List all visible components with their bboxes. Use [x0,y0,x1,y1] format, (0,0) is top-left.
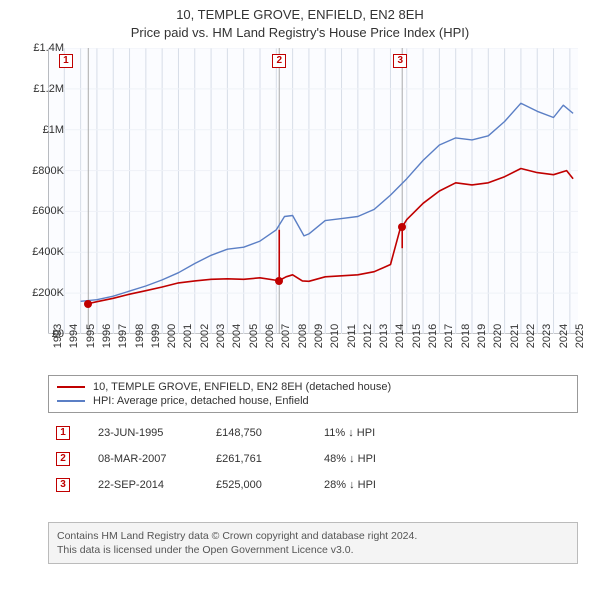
transaction-date: 23-JUN-1995 [98,427,188,439]
x-tick-label: 2009 [313,324,325,348]
x-tick-label: 2016 [427,324,439,348]
footer-line-2: This data is licensed under the Open Gov… [57,543,569,557]
y-tick-label: £800K [32,165,64,177]
transaction-dot [275,277,283,285]
y-tick-label: £1.4M [33,42,64,54]
transaction-date: 22-SEP-2014 [98,479,188,491]
x-tick-label: 2007 [280,324,292,348]
series-hpi [81,103,573,301]
x-tick-label: 2010 [329,324,341,348]
x-tick-label: 1996 [101,324,113,348]
x-tick-label: 2022 [525,324,537,348]
x-tick-label: 2004 [231,324,243,348]
title-line-1: 10, TEMPLE GROVE, ENFIELD, EN2 8EH [0,6,600,24]
legend-item: HPI: Average price, detached house, Enfi… [57,394,569,408]
transaction-price: £525,000 [216,479,296,491]
x-tick-label: 2021 [509,324,521,348]
transaction-diff: 28% ↓ HPI [324,479,414,491]
x-tick-label: 2005 [248,324,260,348]
y-tick-label: £600K [32,205,64,217]
x-tick-label: 2024 [558,324,570,348]
transactions-table: 1 23-JUN-1995 £148,750 11% ↓ HPI 2 08-MAR-200… [48,420,578,498]
legend-swatch [57,400,85,402]
legend: 10, TEMPLE GROVE, ENFIELD, EN2 8EH (deta… [48,375,578,413]
transaction-marker-box: 2 [272,54,286,68]
x-tick-label: 2008 [297,324,309,348]
legend-label: 10, TEMPLE GROVE, ENFIELD, EN2 8EH (deta… [93,381,391,393]
x-tick-label: 2018 [460,324,472,348]
y-tick-label: £200K [32,287,64,299]
transaction-marker: 2 [56,452,70,466]
x-tick-label: 2023 [541,324,553,348]
x-tick-label: 1993 [52,324,64,348]
x-tick-label: 1995 [85,324,97,348]
x-tick-label: 2019 [476,324,488,348]
legend-swatch [57,386,85,388]
x-tick-label: 2013 [378,324,390,348]
transaction-marker: 3 [56,478,70,492]
y-tick-label: £1M [43,124,64,136]
x-tick-label: 1999 [150,324,162,348]
legend-item: 10, TEMPLE GROVE, ENFIELD, EN2 8EH (deta… [57,380,569,394]
x-tick-label: 2003 [215,324,227,348]
transaction-marker: 1 [56,426,70,440]
footer-line-1: Contains HM Land Registry data © Crown c… [57,529,569,543]
y-tick-label: £1.2M [33,83,64,95]
title-block: 10, TEMPLE GROVE, ENFIELD, EN2 8EH Price… [0,0,600,42]
transaction-diff: 11% ↓ HPI [324,427,414,439]
series-price_paid [88,169,573,304]
x-tick-label: 2000 [166,324,178,348]
x-tick-label: 2002 [199,324,211,348]
page-root: 10, TEMPLE GROVE, ENFIELD, EN2 8EH Price… [0,0,600,590]
transaction-marker-box: 1 [59,54,73,68]
transaction-marker-box: 3 [393,54,407,68]
x-tick-label: 2014 [394,324,406,348]
transaction-row: 3 22-SEP-2014 £525,000 28% ↓ HPI [48,472,578,498]
x-tick-label: 2020 [492,324,504,348]
x-tick-label: 2001 [182,324,194,348]
x-tick-label: 2025 [574,324,586,348]
x-tick-label: 2017 [443,324,455,348]
transaction-row: 2 08-MAR-2007 £261,761 48% ↓ HPI [48,446,578,472]
x-tick-label: 2011 [346,324,358,348]
chart-svg [48,48,578,334]
x-tick-label: 1998 [134,324,146,348]
data-license-footer: Contains HM Land Registry data © Crown c… [48,522,578,564]
transaction-dot [398,223,406,231]
x-tick-label: 2006 [264,324,276,348]
x-tick-label: 1994 [68,324,80,348]
legend-label: HPI: Average price, detached house, Enfi… [93,395,309,407]
transaction-date: 08-MAR-2007 [98,453,188,465]
title-line-2: Price paid vs. HM Land Registry's House … [0,24,600,42]
transaction-diff: 48% ↓ HPI [324,453,414,465]
x-tick-label: 2012 [362,324,374,348]
x-tick-label: 1997 [117,324,129,348]
transaction-row: 1 23-JUN-1995 £148,750 11% ↓ HPI [48,420,578,446]
transaction-price: £261,761 [216,453,296,465]
transaction-price: £148,750 [216,427,296,439]
x-tick-label: 2015 [411,324,423,348]
y-tick-label: £400K [32,246,64,258]
transaction-dot [84,300,92,308]
chart-area [48,48,578,334]
